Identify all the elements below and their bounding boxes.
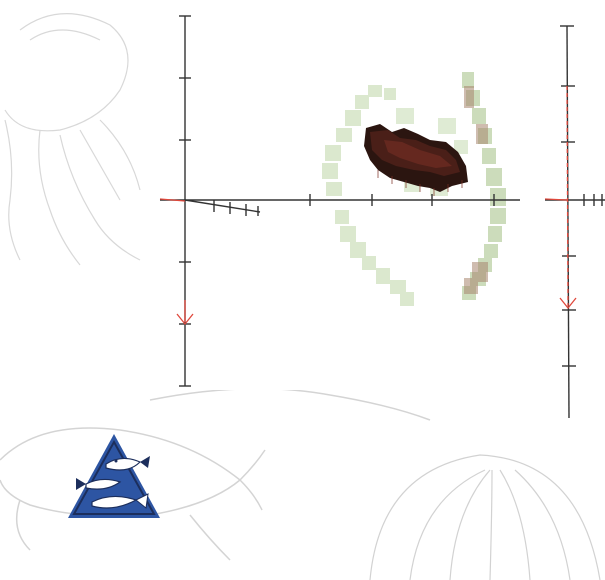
shell-watermark-icon [369,454,601,580]
orientation-arrows [159,198,194,326]
halo-surface [322,72,506,306]
core-surface [364,124,468,196]
logo-icon [68,434,160,518]
side-orientation-arrows [544,85,577,310]
side-axis-panel [540,0,605,420]
side-axes [545,25,605,419]
depth-axis [184,199,261,213]
jellyfish-watermark-icon [4,13,141,266]
fish-watermark-icon [0,387,431,561]
